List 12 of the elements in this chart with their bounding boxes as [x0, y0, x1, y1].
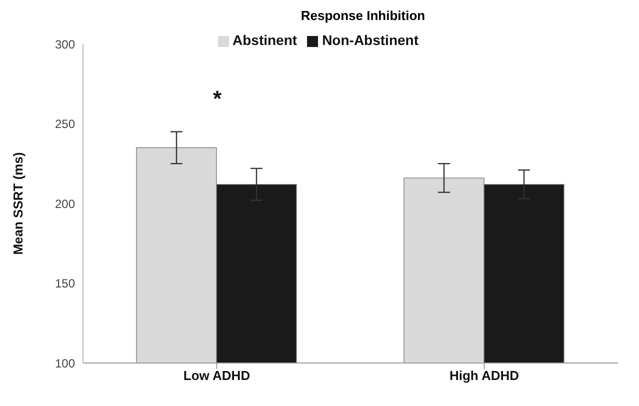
x-tick-label: Low ADHD — [183, 368, 250, 384]
y-tick-label: 150 — [54, 276, 76, 291]
y-tick-label: 300 — [54, 37, 76, 52]
y-axis-title: Mean SSRT (ms) — [10, 152, 26, 255]
y-tick-label: 250 — [54, 117, 76, 132]
y-tick-label: 200 — [54, 196, 76, 211]
legend-label: Abstinent — [232, 32, 298, 48]
y-tick-label: 100 — [54, 356, 76, 370]
chart-title: Response Inhibition — [300, 8, 426, 25]
legend-label: Non-Abstinent — [322, 32, 418, 48]
annotation: * — [213, 86, 222, 112]
x-tick-label: High ADHD — [449, 368, 520, 384]
